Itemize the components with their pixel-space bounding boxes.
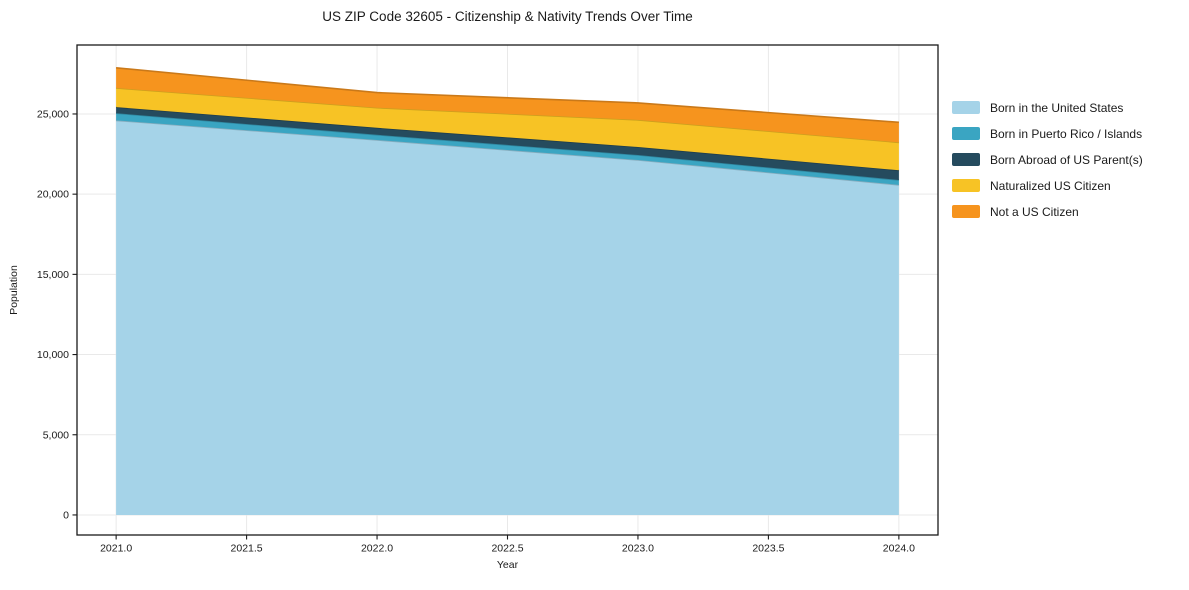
x-tick-label: 2021.0	[100, 543, 132, 555]
y-tick-label: 25,000	[37, 108, 69, 120]
x-tick-label: 2021.5	[231, 543, 263, 555]
legend-swatch	[952, 127, 980, 140]
x-tick-label: 2023.5	[752, 543, 784, 555]
legend-label: Born in Puerto Rico / Islands	[990, 126, 1143, 141]
area-born-in-the-united-states	[116, 120, 899, 516]
y-tick-label: 5,000	[43, 429, 69, 441]
legend-swatch	[952, 205, 980, 218]
legend-item: Naturalized US Citizen	[952, 178, 1143, 193]
area-born-in-puerto-rico-islands	[116, 113, 899, 185]
legend-label: Not a US Citizen	[990, 204, 1079, 219]
legend-label: Born in the United States	[990, 100, 1124, 115]
y-axis-label: Population	[8, 265, 20, 315]
legend-swatch	[952, 179, 980, 192]
area-edge	[116, 67, 899, 124]
legend-item: Born in the United States	[952, 100, 1143, 115]
legend-item: Not a US Citizen	[952, 204, 1143, 219]
y-tick-label: 0	[63, 509, 69, 521]
legend-item: Born Abroad of US Parent(s)	[952, 152, 1143, 167]
chart-title: US ZIP Code 32605 - Citizenship & Nativi…	[322, 9, 693, 24]
legend-label: Born Abroad of US Parent(s)	[990, 152, 1143, 167]
x-tick-label: 2022.5	[491, 543, 523, 555]
area-naturalized-us-citizen	[116, 88, 899, 171]
legend-item: Born in Puerto Rico / Islands	[952, 126, 1143, 141]
legend-label: Naturalized US Citizen	[990, 178, 1111, 193]
x-tick-label: 2022.0	[361, 543, 393, 555]
legend-swatch	[952, 153, 980, 166]
legend: Born in the United States Born in Puerto …	[952, 100, 1143, 219]
x-axis-label: Year	[496, 559, 519, 571]
area-born-abroad-of-us-parent-s-	[116, 107, 899, 180]
x-tick-label: 2023.0	[622, 543, 654, 555]
y-tick-label: 15,000	[37, 269, 69, 281]
legend-swatch	[952, 101, 980, 114]
y-tick-label: 20,000	[37, 189, 69, 201]
x-tick-label: 2024.0	[883, 543, 915, 555]
y-tick-label: 10,000	[37, 349, 69, 361]
